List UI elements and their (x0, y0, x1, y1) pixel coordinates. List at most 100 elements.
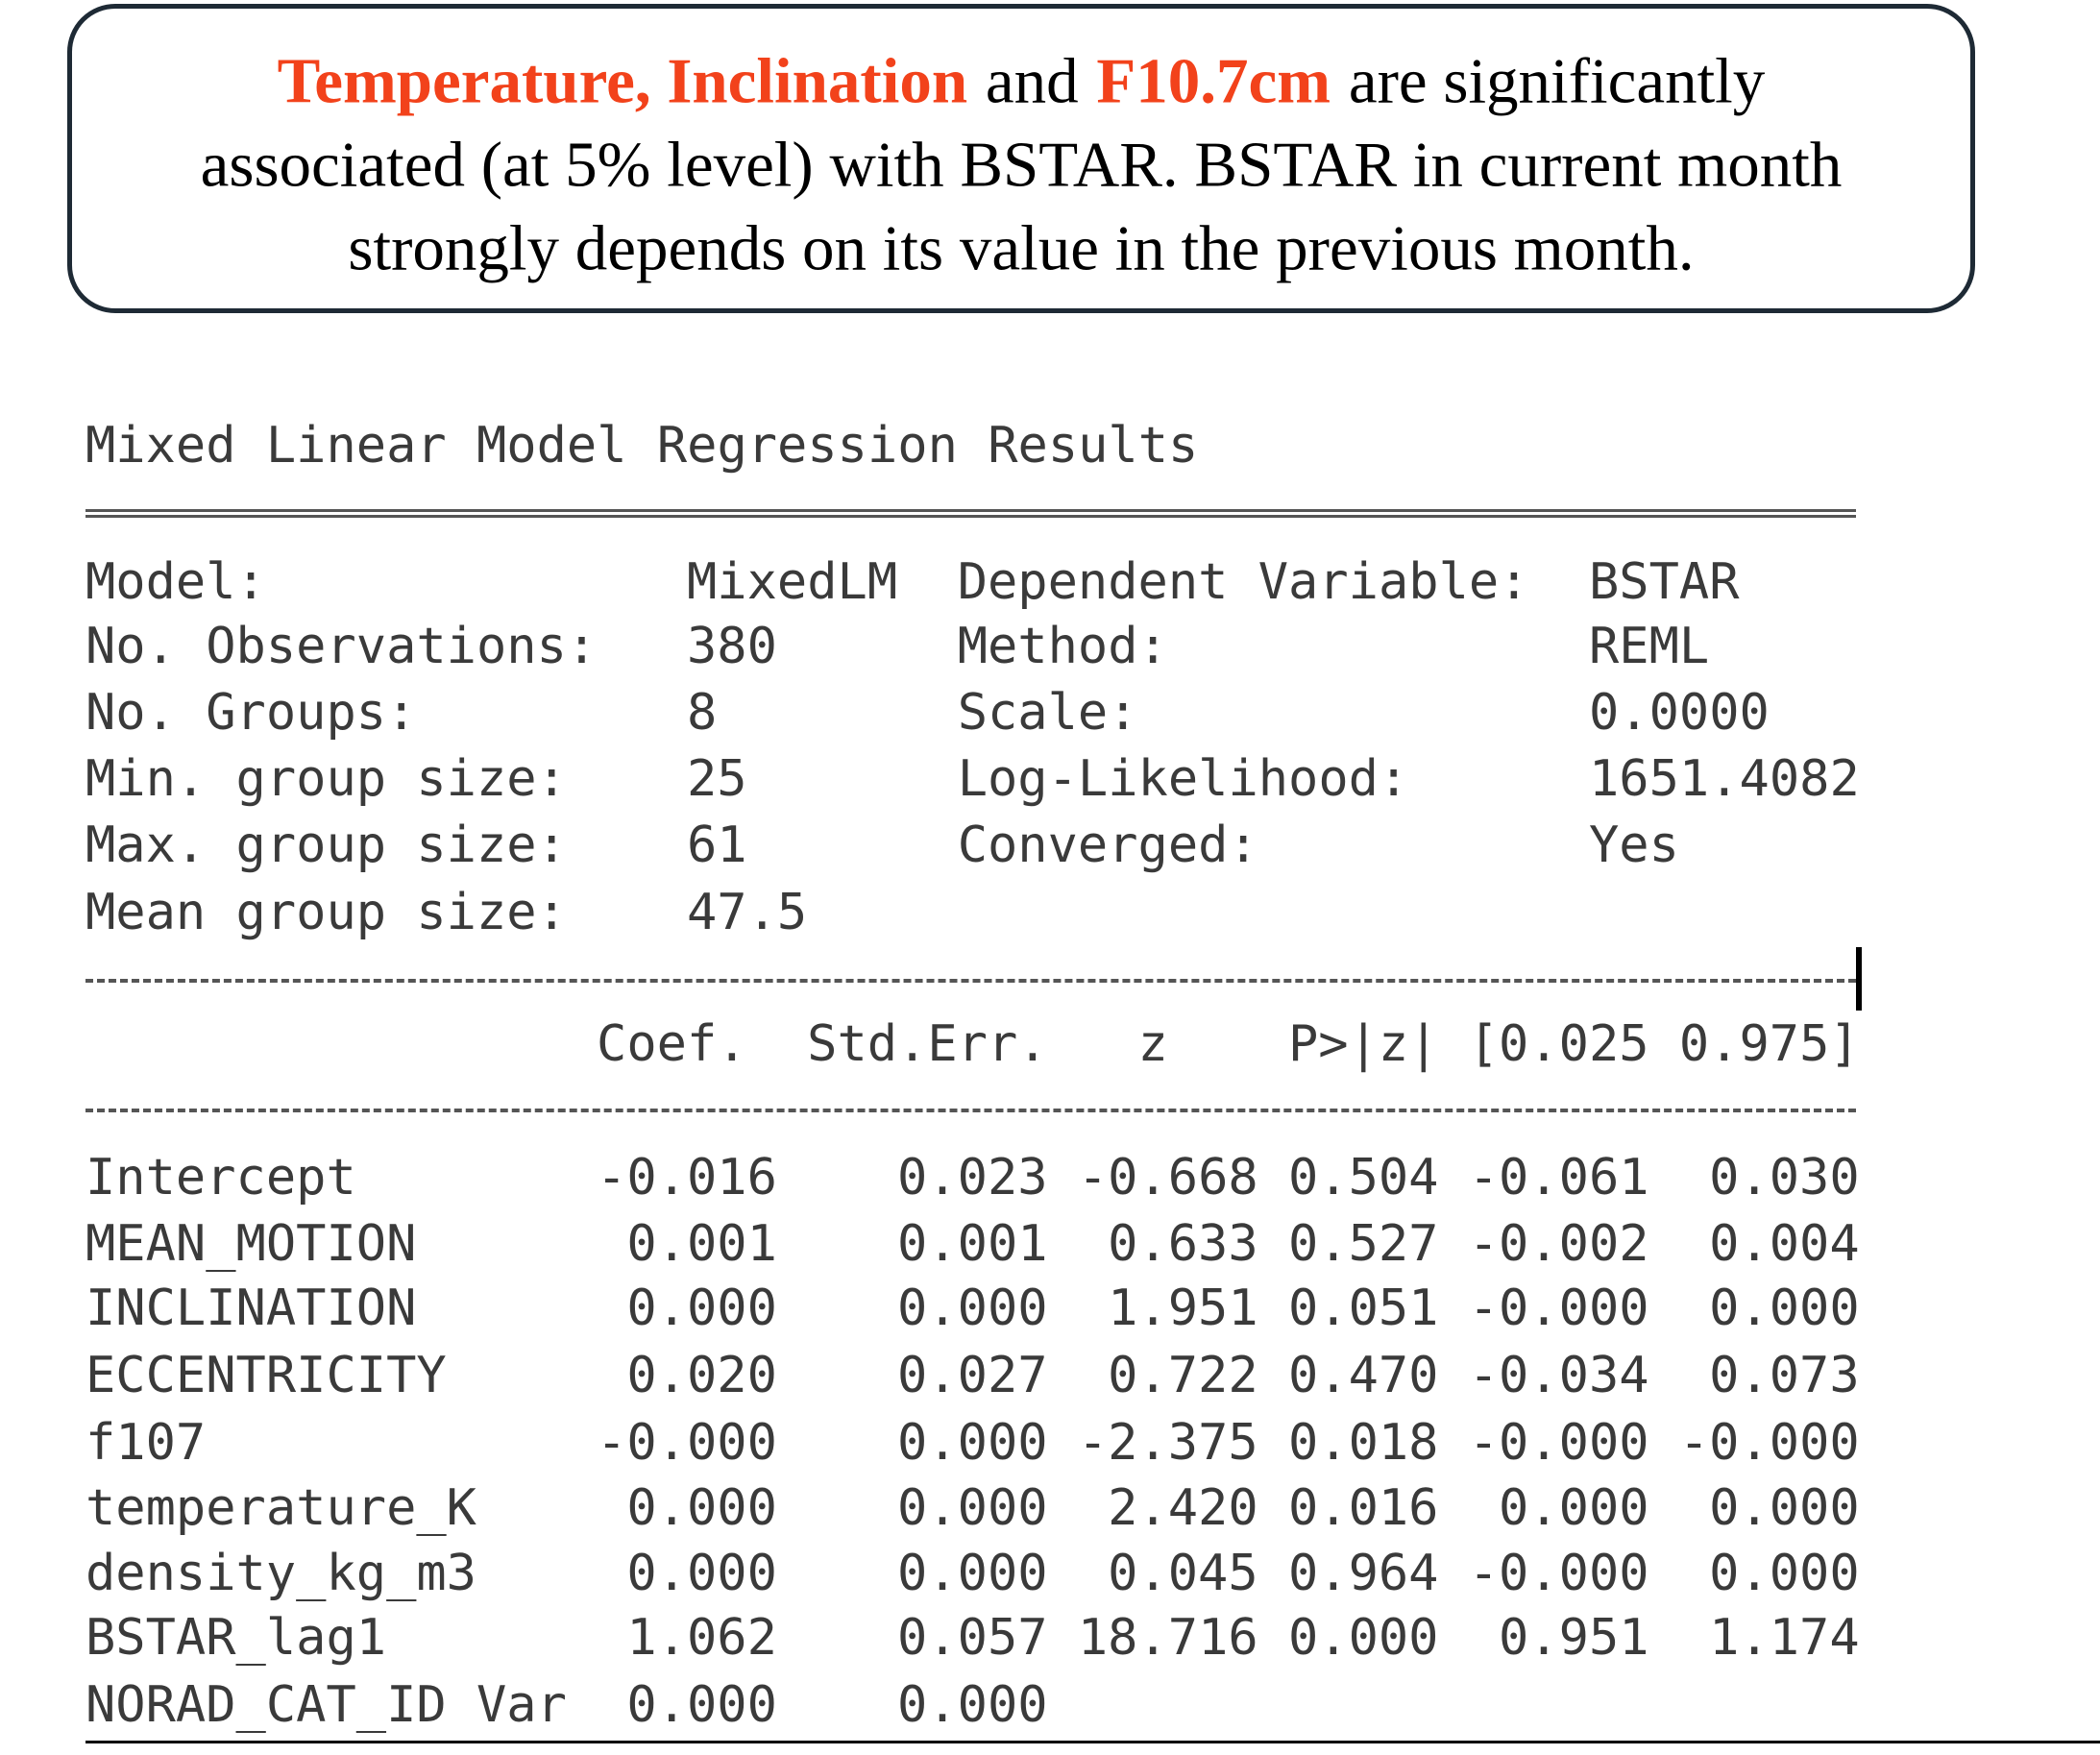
row-name: f107 (85, 1414, 207, 1472)
summary-value: 1651.4082 (1589, 750, 1860, 808)
cell: 0.030 (1709, 1149, 1860, 1207)
cell: -0.034 (1468, 1347, 1649, 1404)
callout-line: Temperature, Inclination and F10.7cm are si… (72, 49, 1970, 114)
dashed-rule (85, 979, 1856, 983)
cell: 0.527 (1287, 1215, 1439, 1273)
cell: 1.951 (1108, 1280, 1258, 1337)
cell: 0.001 (626, 1215, 777, 1273)
column-header: Std.Err. (807, 1015, 1048, 1073)
column-header: P>|z| (1287, 1015, 1439, 1073)
summary-label: Mean group size: (85, 884, 567, 941)
summary-label: Model: (85, 553, 266, 611)
cell: -0.016 (597, 1149, 777, 1207)
cell: -0.000 (1468, 1414, 1649, 1472)
summary-value: BSTAR (1589, 553, 1740, 611)
summary-label: Method: (957, 618, 1168, 675)
cell: 0.000 (1709, 1479, 1860, 1537)
summary-label: Dependent Variable: (957, 553, 1529, 611)
callout-text: and (985, 45, 1079, 117)
cell: 0.027 (897, 1347, 1048, 1404)
cell: 0.073 (1709, 1347, 1860, 1404)
column-header: Coef. (597, 1015, 747, 1073)
row-name: INCLINATION (85, 1280, 417, 1337)
cell: -0.000 (1468, 1280, 1649, 1337)
cell: 0.000 (1287, 1609, 1439, 1667)
cell: -0.000 (1678, 1414, 1860, 1472)
cell: -0.668 (1077, 1149, 1258, 1207)
cell: 0.045 (1108, 1545, 1258, 1602)
row-name: BSTAR_lag1 (85, 1609, 387, 1667)
cell: 0.057 (897, 1609, 1048, 1667)
cell: -0.061 (1468, 1149, 1649, 1207)
cell: -0.000 (1468, 1545, 1649, 1602)
cell: 0.633 (1108, 1215, 1258, 1273)
callout-line: strongly depends on its value in the pre… (348, 212, 1695, 284)
summary-value: Yes (1589, 817, 1679, 874)
cell: 0.018 (1287, 1414, 1439, 1472)
column-header: z (1137, 1015, 1168, 1073)
cell: 2.420 (1108, 1479, 1258, 1537)
row-name: ECCENTRICITY (85, 1347, 447, 1404)
callout-line: associated (at 5% level) with BSTAR. BST… (200, 129, 1843, 201)
cell: -0.002 (1468, 1215, 1649, 1273)
summary-label: Max. group size: (85, 817, 567, 874)
callout-box: Temperature, Inclination and F10.7cm are si… (67, 4, 1975, 313)
callout-text: are significantly (1348, 45, 1766, 117)
summary-value: 61 (687, 817, 747, 874)
cell: 0.000 (897, 1280, 1048, 1337)
cell: 0.000 (1499, 1479, 1649, 1537)
cell: 0.020 (626, 1347, 777, 1404)
highlight-text: Temperature, Inclination (277, 45, 968, 117)
summary-value: 380 (687, 618, 777, 675)
cell: 0.000 (897, 1545, 1048, 1602)
summary-value: 25 (687, 750, 747, 808)
summary-value: 47.5 (687, 884, 808, 941)
cell: 0.470 (1287, 1347, 1439, 1404)
row-name: temperature_K (85, 1479, 476, 1537)
cell: 0.000 (626, 1676, 777, 1734)
column-header: 0.975] (1678, 1015, 1860, 1073)
summary-label: Min. group size: (85, 750, 567, 808)
cell: 0.023 (897, 1149, 1048, 1207)
cell: 0.000 (626, 1545, 777, 1602)
summary-label: Log-Likelihood: (957, 750, 1409, 808)
cell: 0.964 (1287, 1545, 1439, 1602)
summary-label: Converged: (957, 817, 1258, 874)
cell: 1.174 (1709, 1609, 1860, 1667)
summary-label: No. Observations: (85, 618, 598, 675)
cell: 1.062 (626, 1609, 777, 1667)
cell: 0.016 (1287, 1479, 1439, 1537)
double-rule (85, 509, 1856, 518)
summary-value: 0.0000 (1589, 684, 1770, 742)
cell: 0.000 (897, 1414, 1048, 1472)
summary-value: 8 (687, 684, 718, 742)
summary-value: REML (1589, 618, 1710, 675)
cell: 18.716 (1077, 1609, 1258, 1667)
cell: 0.000 (1709, 1280, 1860, 1337)
title: Mixed Linear Model Regression Results (85, 417, 1199, 475)
cell: -0.000 (597, 1414, 777, 1472)
cell: 0.000 (897, 1676, 1048, 1734)
summary-label: No. Groups: (85, 684, 417, 742)
row-name: NORAD_CAT_ID Var (85, 1676, 567, 1734)
cell: 0.000 (626, 1479, 777, 1537)
cell: 0.000 (1709, 1545, 1860, 1602)
column-header: [0.025 (1468, 1015, 1649, 1073)
cursor (1856, 947, 1862, 1011)
cell: 0.001 (897, 1215, 1048, 1273)
row-name: Intercept (85, 1149, 356, 1207)
cell: 0.951 (1499, 1609, 1649, 1667)
cell: -2.375 (1077, 1414, 1258, 1472)
cell: 0.000 (626, 1280, 777, 1337)
highlight-text: F10.7cm (1096, 45, 1331, 117)
cell: 0.504 (1287, 1149, 1439, 1207)
bottom-rule (85, 1741, 2100, 1743)
cell: 0.051 (1287, 1280, 1439, 1337)
cell: 0.004 (1709, 1215, 1860, 1273)
row-name: density_kg_m3 (85, 1545, 476, 1602)
dashed-rule (85, 1109, 1856, 1112)
summary-value: MixedLM (687, 553, 898, 611)
cell: 0.722 (1108, 1347, 1258, 1404)
summary-label: Scale: (957, 684, 1138, 742)
